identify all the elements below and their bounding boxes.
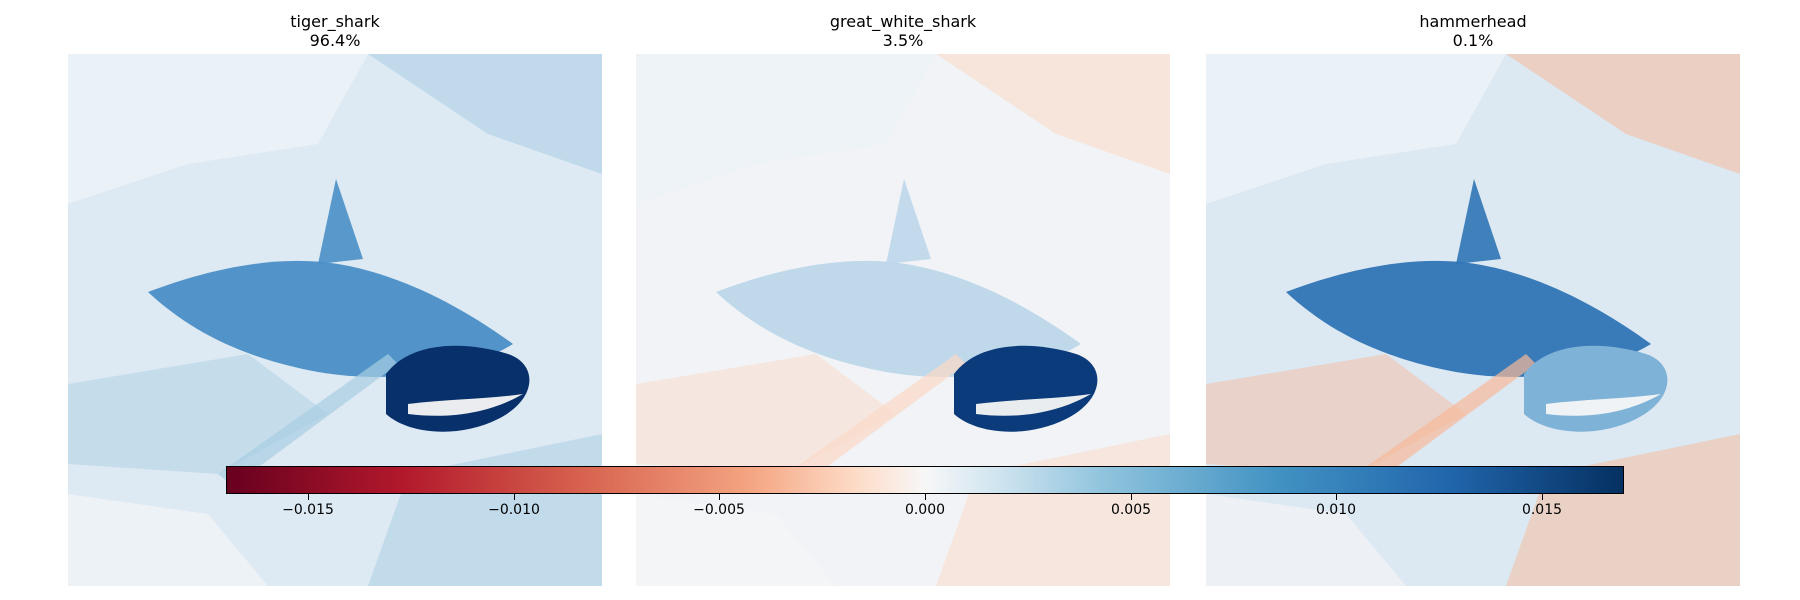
panel-probability-label: 3.5% [882, 31, 924, 50]
shark-body [148, 260, 513, 377]
shark-dorsal-fin [318, 179, 363, 264]
panel-probability-label: 0.1% [1452, 31, 1494, 50]
background-region [68, 54, 368, 204]
colorbar-tick-label: 0.015 [1521, 502, 1563, 518]
background-region [1506, 54, 1740, 174]
colorbar-tick-label: −0.015 [282, 502, 334, 518]
colorbar-tick [514, 494, 515, 500]
panel-title-1: great_white_shark 3.5% [636, 12, 1170, 50]
background-region [636, 54, 936, 204]
background-region [1206, 54, 1506, 204]
panel-class-label: great_white_shark [829, 12, 977, 31]
panel-title-0: tiger_shark 96.4% [68, 12, 602, 50]
shark-streak [786, 354, 966, 486]
colorbar-tick-label: −0.005 [693, 502, 745, 518]
background-region [368, 54, 602, 174]
background-region [1206, 494, 1406, 586]
heatmap-panel-0 [68, 54, 602, 586]
shark-body [716, 260, 1081, 377]
background-region [68, 494, 268, 586]
colorbar-tick-label: −0.010 [488, 502, 540, 518]
panel-class-label: hammerhead [1419, 12, 1527, 31]
shark-body [1286, 260, 1651, 377]
colorbar-tick [1336, 494, 1337, 500]
heatmap-panel-2 [1206, 54, 1740, 586]
colorbar-tick [308, 494, 309, 500]
shark-streak [1356, 354, 1536, 486]
colorbar-tick [719, 494, 720, 500]
attribution-map [1206, 54, 1740, 586]
shark-streak [218, 354, 398, 486]
colorbar-tick-label: 0.000 [904, 502, 946, 518]
colorbar-tick-label: 0.010 [1315, 502, 1357, 518]
jaw-highlight [1546, 394, 1661, 416]
attribution-map [68, 54, 602, 586]
colorbar-tick-label: 0.005 [1110, 502, 1152, 518]
shark-dorsal-fin [886, 179, 931, 264]
colorbar [226, 466, 1624, 494]
jaw-highlight [976, 394, 1091, 416]
background-region [636, 494, 836, 586]
panel-class-label: tiger_shark [290, 12, 380, 31]
colorbar-tick [1542, 494, 1543, 500]
colorbar-tick [925, 494, 926, 500]
jaw-highlight [408, 394, 523, 416]
panel-title-2: hammerhead 0.1% [1206, 12, 1740, 50]
colorbar-tick [1131, 494, 1132, 500]
background-region [936, 54, 1170, 174]
panel-probability-label: 96.4% [309, 31, 361, 50]
shark-dorsal-fin [1456, 179, 1501, 264]
